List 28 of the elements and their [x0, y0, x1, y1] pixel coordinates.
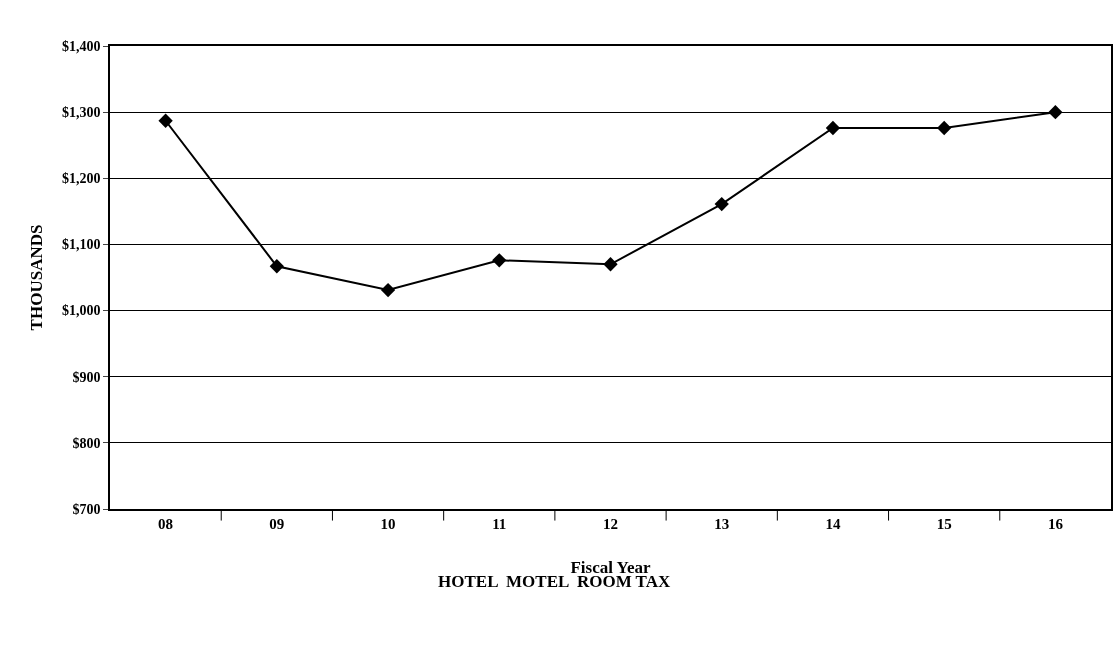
point [603, 257, 618, 272]
point [492, 253, 507, 268]
x-tick-label: 10 [380, 515, 396, 532]
point [714, 196, 729, 212]
x-tick-label: 11 [492, 515, 507, 532]
point [825, 120, 841, 136]
x-tick-label: 12 [603, 515, 618, 532]
y-tick-label: $1,200 [61, 171, 101, 187]
point [158, 113, 173, 128]
x-tick-label: 13 [714, 515, 730, 532]
point [269, 259, 284, 274]
point [380, 282, 396, 298]
x-tick-label: 14 [825, 515, 841, 532]
y-axis-title: THOUSANDS [27, 224, 46, 331]
y-tick-label: $700 [72, 501, 101, 517]
x-tick-label: 09 [269, 515, 285, 532]
point [937, 120, 952, 136]
y-tick-label: $1,000 [61, 303, 101, 319]
y-tick-label: $800 [72, 435, 101, 451]
y-tick-label: $1,100 [61, 237, 101, 253]
y-tick-label: $900 [72, 369, 101, 385]
point [1048, 104, 1063, 120]
x-axis-title: Fiscal Year [570, 557, 651, 577]
y-tick-label: $1,400 [61, 38, 101, 54]
y-tick-label: $1,300 [61, 105, 101, 121]
x-tick-label: 08 [158, 515, 174, 532]
x-tick-label: 15 [936, 515, 952, 532]
x-tick-label: 16 [1047, 515, 1064, 532]
